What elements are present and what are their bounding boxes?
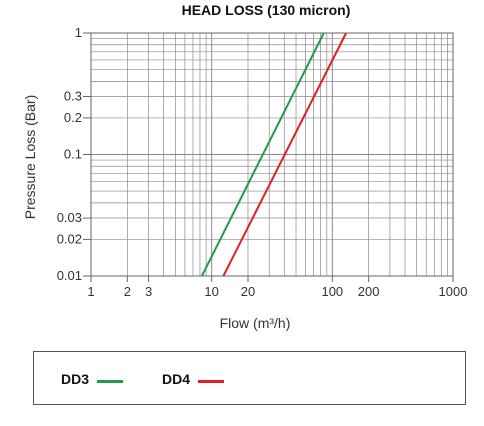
legend: DD3 DD4 [33,351,466,405]
head-loss-chart: HEAD LOSS (130 micron) 1 2 3 10 20 100 200 1000… [22,2,467,331]
legend-item-dd3: DD3 [61,371,124,387]
y-tick-label: 1 [75,25,82,40]
y-tick-label: 0.01 [57,268,82,283]
legend-item-dd4: DD4 [162,371,225,387]
y-tick-labels: 0.01 0.02 0.03 0.1 0.2 0.3 1 [57,25,91,283]
x-tick-label: 20 [241,284,255,299]
x-axis-label: Flow (m³/h) [220,315,291,331]
y-axis-label: Pressure Loss (Bar) [22,95,38,219]
grid [90,32,454,277]
x-tick-label: 100 [321,284,343,299]
y-tick-label: 0.1 [64,147,82,162]
x-tick-labels: 1 2 3 10 20 100 200 1000 [87,276,467,299]
x-tick-label: 1 [87,284,94,299]
series-line-dd3 [201,32,325,277]
x-tick-label: 2 [124,284,131,299]
x-tick-label: 10 [204,284,218,299]
x-tick-label: 3 [145,284,152,299]
chart-title: HEAD LOSS (130 micron) [182,2,351,18]
legend-swatch-dd4 [198,379,225,383]
legend-label-dd3: DD3 [61,371,90,387]
series-layer [201,32,347,277]
y-tick-label: 0.3 [64,89,82,104]
legend-label-dd4: DD4 [162,371,191,387]
x-tick-label: 1000 [439,284,468,299]
legend-swatch-dd3 [97,379,124,383]
series-line-dd4 [222,32,347,277]
y-tick-label: 0.02 [57,231,82,246]
y-tick-label: 0.03 [57,210,82,225]
y-tick-label: 0.2 [64,110,82,125]
x-tick-label: 200 [358,284,380,299]
